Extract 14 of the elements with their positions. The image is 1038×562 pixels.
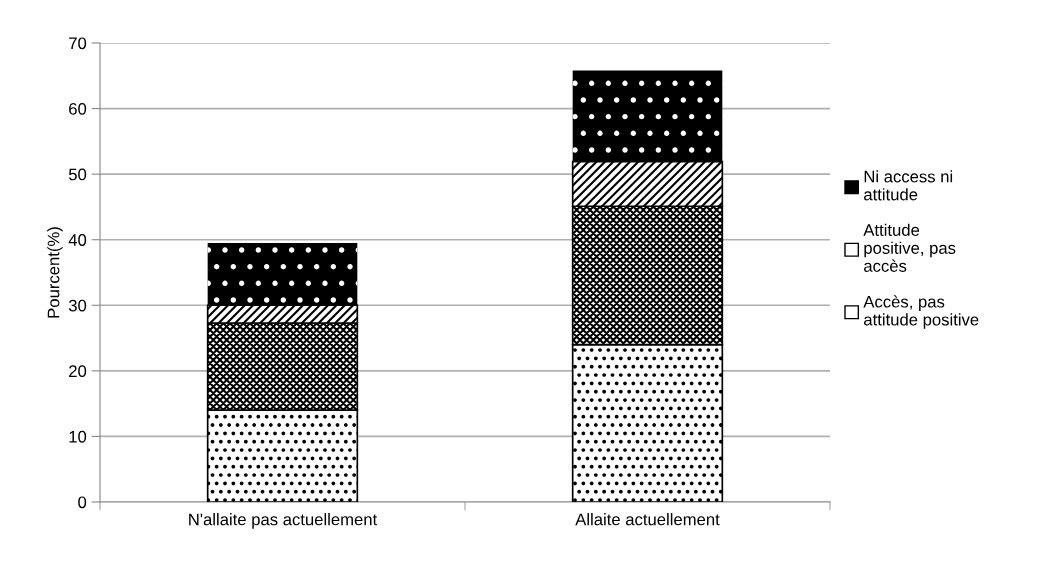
y-axis-title: Pourcent(%) (47, 227, 63, 318)
y-tick-label: 0 (78, 496, 87, 509)
y-tick-label: 20 (69, 365, 87, 378)
y-tick-label: 10 (69, 430, 87, 443)
y-tick-label: 70 (69, 37, 87, 50)
y-tick-label: 40 (68, 234, 87, 246)
legend-label: Accès, pas attitude positive (863, 295, 979, 329)
y-tick-label: 30 (68, 299, 87, 312)
y-tick-label: 60 (69, 102, 87, 115)
legend-label: Ni access ni attitude (864, 170, 953, 201)
x-tick-label: Allaite actuellement (575, 513, 720, 526)
legend-label: Attitude positive, pas accès (863, 223, 956, 272)
y-tick-label: 50 (68, 168, 87, 181)
x-tick-label: N'allaite pas actuellement (189, 513, 378, 529)
